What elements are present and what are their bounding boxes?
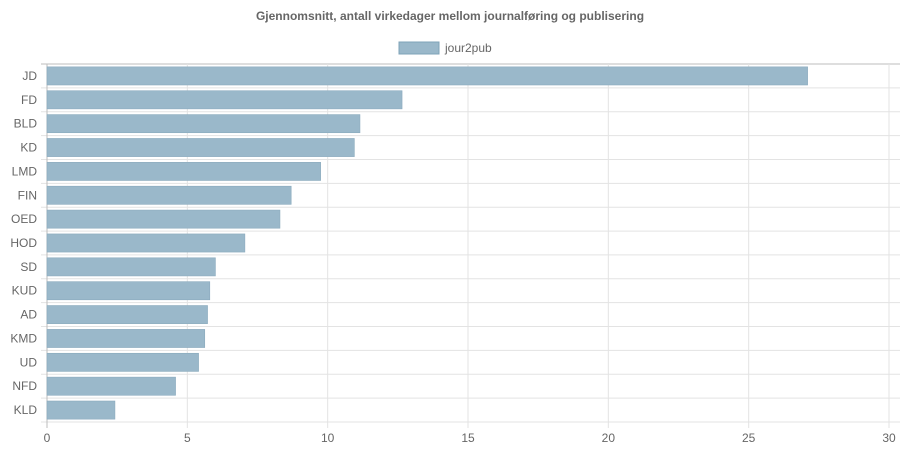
bar-ad[interactable] [46, 305, 208, 324]
chart-title: Gjennomsnitt, antall virkedager mellom j… [256, 9, 644, 23]
y-category-label: BLD [14, 117, 38, 131]
y-category-label: SD [20, 260, 37, 274]
x-tick-label: 20 [602, 431, 616, 445]
y-category-label: FD [21, 93, 37, 107]
y-category-label: OED [11, 212, 37, 226]
bar-fin[interactable] [46, 185, 292, 205]
legend-swatch [398, 41, 440, 55]
bar-sd[interactable] [46, 257, 216, 277]
y-category-label: KLD [14, 403, 38, 417]
bar-kd[interactable] [46, 138, 355, 157]
y-category-label: JD [22, 69, 37, 83]
y-category-label: LMD [12, 164, 38, 178]
x-tick-label: 15 [461, 431, 475, 445]
x-tick-label: 30 [882, 431, 896, 445]
bar-kud[interactable] [46, 281, 211, 301]
y-category-label: KD [20, 141, 37, 155]
x-tick-label: 5 [184, 431, 191, 445]
bar-fd[interactable] [46, 90, 403, 110]
legend-label: jour2pub [444, 41, 492, 55]
bars [46, 66, 808, 420]
y-category-label: KUD [12, 284, 38, 298]
x-axis-labels: 0 5 10 15 20 25 30 [44, 431, 896, 445]
bar-jd[interactable] [46, 66, 808, 86]
y-category-label: NFD [12, 379, 37, 393]
bar-lmd[interactable] [46, 162, 321, 181]
bar-nfd[interactable] [46, 376, 176, 396]
y-category-label: KMD [10, 331, 37, 345]
bar-ud[interactable] [46, 352, 199, 372]
y-category-label: FIN [18, 188, 37, 202]
legend[interactable]: jour2pub [398, 41, 492, 55]
bar-oed[interactable] [46, 209, 281, 229]
bar-bld[interactable] [46, 114, 361, 134]
x-tick-label: 0 [44, 431, 51, 445]
bar-hod[interactable] [46, 233, 246, 253]
bar-kld[interactable] [46, 400, 116, 420]
x-tick-label: 25 [742, 431, 756, 445]
y-axis-labels: JD FD BLD KD LMD FIN OED HOD SD KUD AD KMD UD NFD KLD [10, 69, 37, 417]
y-category-label: HOD [10, 236, 37, 250]
y-category-label: UD [20, 355, 38, 369]
x-tick-label: 10 [321, 431, 335, 445]
y-category-label: AD [20, 308, 37, 322]
bar-kmd[interactable] [46, 329, 206, 348]
